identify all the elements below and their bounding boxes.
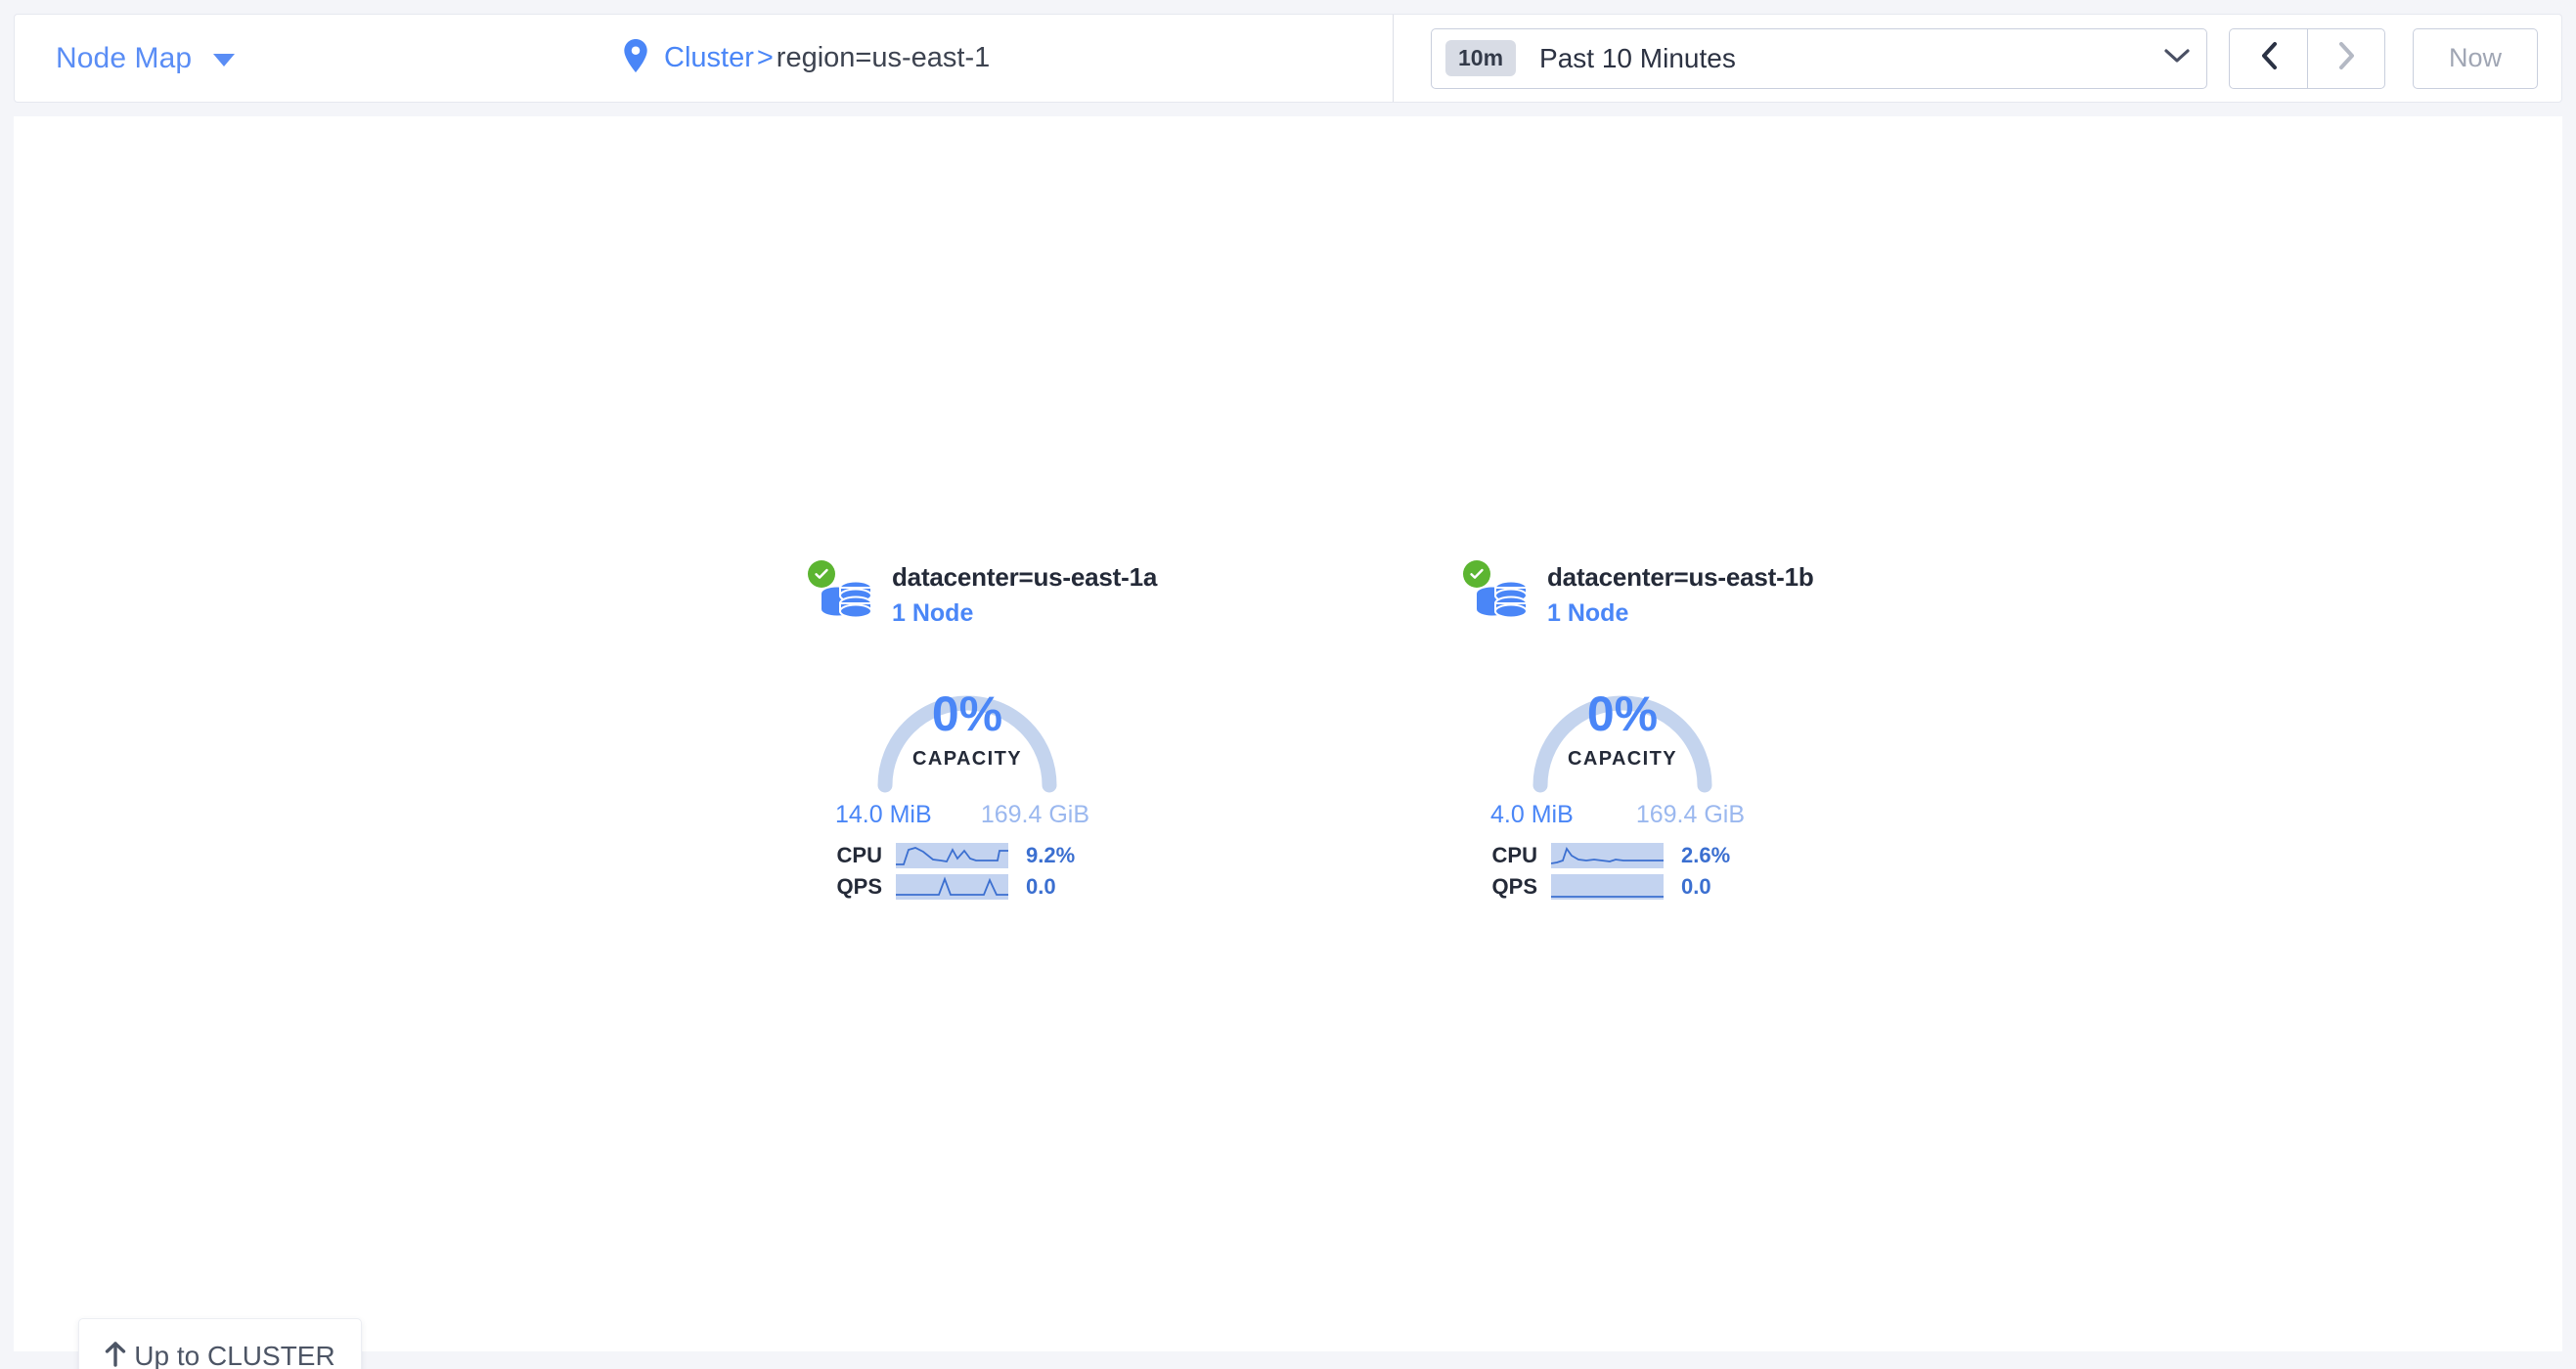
breadcrumb-text: Cluster > region=us-east-1 <box>664 42 990 74</box>
up-to-cluster-label: Up to CLUSTER <box>134 1341 335 1369</box>
capacity-total: 169.4 GiB <box>980 801 1089 828</box>
datacenter-header: datacenter=us-east-1b 1 Node <box>1463 558 1889 633</box>
up-to-cluster-button[interactable]: Up to CLUSTER <box>78 1318 362 1369</box>
metric-label: QPS <box>1491 874 1537 899</box>
breadcrumb-root-link[interactable]: Cluster <box>664 42 754 73</box>
metric-value: 2.6% <box>1681 843 1731 867</box>
datacenter-header: datacenter=us-east-1a 1 Node <box>808 558 1234 633</box>
time-range-badge: 10m <box>1445 40 1517 76</box>
datacenter-card[interactable]: datacenter=us-east-1b 1 Node 0% CAPACITY… <box>1463 558 1889 904</box>
check-circle-icon <box>1463 560 1490 588</box>
capacity-gauge: 0% CAPACITY <box>855 648 1080 795</box>
arrow-up-icon <box>105 1341 126 1369</box>
capacity-gauge-text: 0% CAPACITY <box>1510 689 1735 771</box>
capacity-used: 14.0 MiB <box>835 801 932 828</box>
cpu-sparkline <box>1551 843 1664 868</box>
time-range-select[interactable]: 10m Past 10 Minutes <box>1431 27 2207 89</box>
capacity-values: 4.0 MiB 169.4 GiB <box>1490 801 1745 829</box>
breadcrumb-current: region=us-east-1 <box>776 42 991 73</box>
qps-sparkline <box>896 874 1008 900</box>
capacity-label: CAPACITY <box>912 748 1022 770</box>
capacity-used: 4.0 MiB <box>1490 801 1574 828</box>
chevron-down-icon[interactable] <box>213 54 236 66</box>
capacity-label: CAPACITY <box>1568 748 1677 770</box>
check-circle-icon <box>808 560 835 588</box>
capacity-values: 14.0 MiB 169.4 GiB <box>835 801 1089 829</box>
capacity-percent: 0% <box>1586 686 1659 741</box>
capacity-percent: 0% <box>931 686 1003 741</box>
breadcrumb-separator: > <box>756 42 774 73</box>
metric-label: QPS <box>836 874 882 899</box>
capacity-gauge-text: 0% CAPACITY <box>855 689 1080 771</box>
datacenter-name: datacenter=us-east-1a <box>892 562 1158 592</box>
datacenter-list: datacenter=us-east-1a 1 Node 0% CAPACITY… <box>14 116 2562 1351</box>
datacenter-node-count: 1 Node <box>1547 599 1629 627</box>
capacity-total: 169.4 GiB <box>1635 801 1745 828</box>
chevron-right-icon <box>2335 40 2357 76</box>
time-prev-button[interactable] <box>2229 27 2307 89</box>
metric-value: 0.0 <box>1026 874 1056 899</box>
metric-list: CPU 2.6% QPS <box>1490 841 1753 902</box>
time-range-label: Past 10 Minutes <box>1539 42 1736 73</box>
datacenter-node-count: 1 Node <box>892 599 974 627</box>
datacenter-name: datacenter=us-east-1b <box>1547 562 1814 592</box>
map-pin-icon <box>623 39 648 77</box>
cpu-sparkline <box>896 843 1008 868</box>
metric-row: QPS 0.0 <box>1490 872 1753 902</box>
view-selector[interactable]: Node Map <box>15 15 601 102</box>
node-map-panel: datacenter=us-east-1a 1 Node 0% CAPACITY… <box>14 116 2562 1369</box>
now-button-label: Now <box>2448 43 2502 72</box>
metric-value: 0.0 <box>1681 874 1711 899</box>
now-button[interactable]: Now <box>2413 27 2538 89</box>
metric-row: CPU 2.6% <box>1490 841 1753 870</box>
datacenter-titles: datacenter=us-east-1a 1 Node <box>892 558 1157 628</box>
datacenter-card[interactable]: datacenter=us-east-1a 1 Node 0% CAPACITY… <box>808 558 1234 904</box>
metric-row: QPS 0.0 <box>835 872 1097 902</box>
time-next-button[interactable] <box>2307 27 2385 89</box>
chevron-left-icon <box>2258 40 2280 76</box>
metric-label: CPU <box>836 843 882 867</box>
metric-row: CPU 9.2% <box>835 841 1097 870</box>
capacity-gauge: 0% CAPACITY <box>1510 648 1735 795</box>
view-selector-label[interactable]: Node Map <box>56 41 193 74</box>
time-controls: 10m Past 10 Minutes <box>1394 15 2561 102</box>
metric-value: 9.2% <box>1026 843 1076 867</box>
top-toolbar: Node Map Cluster > region=us-east-1 10m Pa… <box>14 14 2562 103</box>
metric-list: CPU 9.2% QPS <box>835 841 1097 902</box>
time-nav-group <box>2229 27 2385 89</box>
breadcrumb: Cluster > region=us-east-1 <box>601 15 1394 102</box>
database-cluster-icon <box>1463 560 1533 631</box>
metric-label: CPU <box>1491 843 1537 867</box>
datacenter-titles: datacenter=us-east-1b 1 Node <box>1547 558 1814 628</box>
chevron-down-icon[interactable] <box>2163 47 2191 69</box>
database-cluster-icon <box>808 560 878 631</box>
qps-sparkline <box>1551 874 1664 900</box>
